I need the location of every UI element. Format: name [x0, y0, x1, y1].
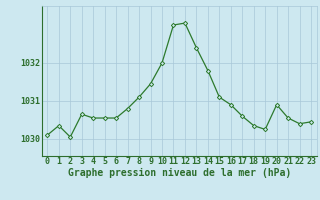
- X-axis label: Graphe pression niveau de la mer (hPa): Graphe pression niveau de la mer (hPa): [68, 168, 291, 178]
